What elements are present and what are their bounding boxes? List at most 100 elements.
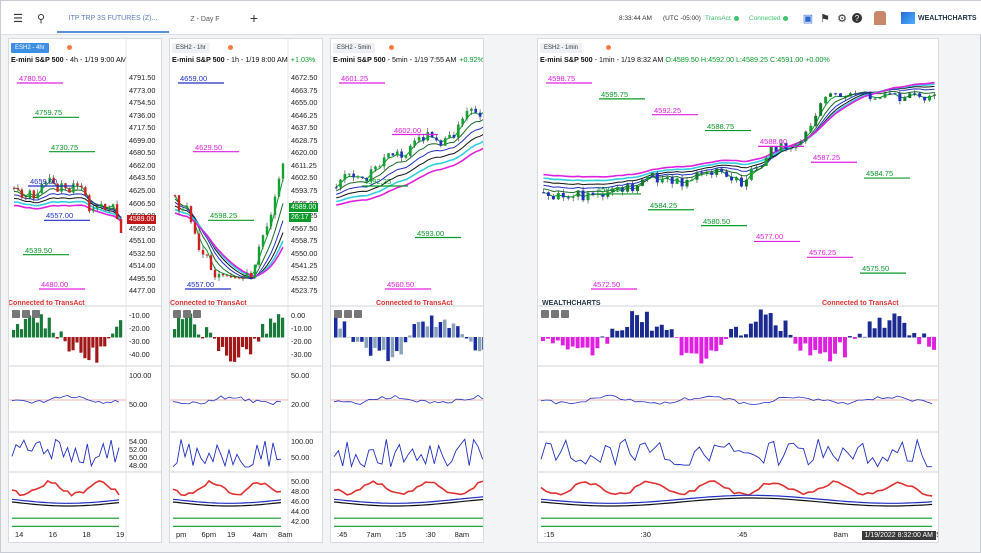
- tab-main-chart[interactable]: ITP TRP 3S FUTURES (Z)...: [57, 5, 169, 33]
- histogram-bar: [425, 326, 430, 338]
- save-icon[interactable]: ▣: [802, 12, 814, 25]
- price-level-label: 4584.75: [866, 169, 893, 178]
- histogram-bar: [610, 328, 615, 338]
- price-level-label: 4759.75: [35, 108, 62, 117]
- candle: [339, 179, 342, 188]
- histogram-bar: [704, 337, 709, 359]
- x-axis-tick: :45: [737, 530, 747, 539]
- candle: [616, 187, 620, 190]
- candle: [715, 168, 719, 175]
- x-tick-label: :15: [544, 530, 555, 539]
- timeframe-tab[interactable]: ESH2 - 1hr: [172, 43, 210, 53]
- histogram-bar: [793, 337, 798, 344]
- stochastic-line: [172, 439, 282, 468]
- candle: [650, 172, 654, 176]
- x-axis-tick: 19: [116, 530, 124, 539]
- connection-text: Connected to TransAct: [376, 300, 453, 307]
- avatar[interactable]: [874, 1, 886, 35]
- add-tab-icon[interactable]: +: [249, 10, 259, 26]
- sub-tick-label: 46.00: [291, 497, 310, 506]
- x-axis-tick: 14: [15, 530, 23, 539]
- x-tick-label: 18: [82, 530, 91, 539]
- candle: [764, 157, 768, 166]
- y-axis-tick: 4593.75: [291, 186, 317, 195]
- indicator-line: [11, 479, 120, 497]
- histogram-bar: [709, 337, 714, 351]
- transact-status[interactable]: TransAct: [705, 1, 739, 35]
- indicator-settings-icon: [32, 310, 40, 318]
- candle: [96, 206, 99, 209]
- y-tick-label: 4791.50: [129, 73, 156, 82]
- last-price: 4589.00: [129, 216, 155, 223]
- help-icon[interactable]: ?: [852, 1, 862, 35]
- level-value: 4759.75: [35, 108, 63, 118]
- y-axis-tick: 4699.00: [129, 136, 155, 145]
- timeframe-tab[interactable]: ESH2 - 5min: [333, 43, 376, 53]
- level-value: 4577.00: [756, 232, 784, 242]
- gear-icon[interactable]: ⚙: [837, 12, 847, 25]
- candle: [103, 203, 107, 210]
- moving-average-line: [13, 197, 122, 219]
- price-level-label: 4587.25: [813, 153, 840, 162]
- candle: [571, 196, 575, 198]
- candle: [241, 277, 245, 279]
- histogram-bar: [87, 337, 91, 361]
- y-tick-label: 4495.50: [129, 273, 156, 283]
- tab-day[interactable]: Z - Day F: [169, 5, 241, 33]
- histogram-bar: [882, 327, 887, 338]
- candle: [655, 172, 659, 183]
- sub-y-tick: -40.00: [129, 350, 150, 359]
- candle: [680, 178, 684, 187]
- histogram-bar: [654, 326, 659, 338]
- chart-canvas: [331, 82, 483, 527]
- candle: [461, 118, 464, 125]
- y-axis-tick: 4550.00: [291, 249, 317, 258]
- bell-icon[interactable]: ⚑: [820, 12, 830, 25]
- price-level-label: 4629.50: [195, 143, 222, 152]
- candle: [834, 93, 838, 95]
- symbol-name: E-mini S&P 500: [11, 55, 64, 64]
- y-axis-tick: 4754.50: [129, 98, 155, 107]
- level-value: 4602.00: [394, 125, 422, 135]
- price-level-label: 4577.00: [756, 232, 783, 241]
- timeframe-tab[interactable]: ESH2 - 1min: [540, 43, 583, 53]
- candle: [52, 177, 55, 184]
- histogram-bar: [438, 322, 443, 338]
- timeframe-label: ESH2 - 5min: [337, 45, 372, 51]
- candle: [395, 151, 399, 156]
- change-percent: +1.03%: [290, 55, 316, 64]
- indicator-line: [11, 498, 120, 504]
- histogram-bar: [416, 321, 421, 338]
- histogram-bar: [912, 333, 917, 338]
- y-axis-tick: 4628.75: [291, 136, 317, 145]
- sub-y-tick: 0.00: [291, 311, 305, 320]
- candle: [546, 192, 550, 196]
- candle: [115, 204, 119, 219]
- x-axis-tick: pm: [176, 530, 186, 539]
- histogram-bar: [753, 321, 758, 338]
- sub-tick-label: -20.00: [129, 324, 150, 333]
- menu-icon[interactable]: ☰: [13, 12, 23, 25]
- timeframe-tab[interactable]: ESH2 - 4hr: [11, 43, 49, 53]
- search-icon[interactable]: ⚲: [36, 12, 46, 25]
- histogram-bar: [803, 337, 808, 344]
- y-tick-label: 4672.50: [291, 73, 318, 82]
- level-value: 4588.75: [707, 121, 735, 131]
- candle: [84, 187, 87, 196]
- price-level-label: 4598.75: [548, 74, 575, 83]
- histogram-bar: [273, 322, 277, 338]
- histogram-bar: [743, 334, 748, 338]
- price-level-label: 4601.25: [341, 74, 368, 83]
- indicator-settings-icon: [561, 310, 569, 318]
- histogram-bar: [364, 337, 369, 348]
- price-level-label: 4659.00: [180, 74, 207, 83]
- x-tick-label: 8am: [454, 530, 470, 539]
- histogram-bar: [103, 337, 107, 347]
- moving-average-line: [336, 133, 483, 199]
- candle: [690, 179, 694, 181]
- y-tick-label: 4532.50: [129, 248, 156, 258]
- y-axis-tick: 4602.50: [291, 173, 317, 182]
- histogram-bar: [221, 337, 225, 347]
- moving-average-line: [336, 126, 483, 195]
- price-level-label: 4560.50: [387, 280, 414, 289]
